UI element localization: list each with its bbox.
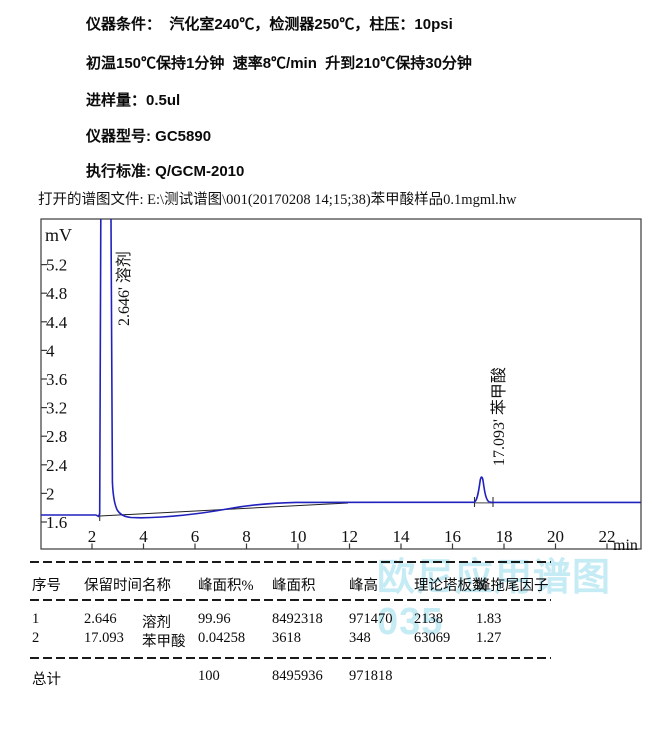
table-total-row: 总计 100 8495936 971818 bbox=[32, 668, 393, 688]
total-label: 总计 bbox=[32, 672, 61, 688]
y-axis-unit-label: mV bbox=[45, 225, 72, 245]
svg-text:8: 8 bbox=[242, 527, 251, 546]
peak-labels: 2.646' 溶剂 17.093' 苯甲酸 bbox=[115, 251, 508, 466]
svg-text:2: 2 bbox=[88, 527, 97, 546]
watermark-text: 欧尼应用谱图035 bbox=[377, 557, 612, 643]
y-axis-labels: mV 1.6 2 2.4 2.8 3.2 3.6 4 4.4 4.8 5.2 bbox=[45, 225, 72, 532]
svg-text:2: 2 bbox=[46, 484, 55, 503]
svg-text:4: 4 bbox=[46, 341, 55, 360]
temperature-program-line: 初温150℃保持1分钟 速率8℃/min 升到210℃保持30分钟 bbox=[86, 55, 472, 72]
plot-border bbox=[40, 218, 642, 550]
svg-text:20: 20 bbox=[547, 527, 564, 546]
injection-volume-line: 进样量：0.5ul bbox=[86, 92, 181, 109]
standard-line: 执行标准: Q/GCM-2010 bbox=[86, 163, 245, 180]
opened-file-path-line: 打开的谱图文件: E:\测试谱图\001(20170208 14;15;38)苯… bbox=[38, 192, 517, 208]
peak1-label: 2.646' 溶剂 bbox=[115, 251, 133, 326]
col-header-area: 峰面积 bbox=[272, 578, 316, 594]
col-header-retention: 保留时间 bbox=[84, 578, 142, 594]
table-header-row: 序号 保留时间 名称 峰面积% 峰面积 峰高 理论塔板数 峰拖尾因子 bbox=[32, 574, 622, 595]
svg-text:12: 12 bbox=[341, 527, 358, 546]
col-header-index: 序号 bbox=[32, 578, 61, 594]
svg-text:3.6: 3.6 bbox=[46, 370, 67, 389]
table-rule-top bbox=[30, 561, 551, 563]
svg-text:10: 10 bbox=[290, 527, 307, 546]
chromatogram-trace bbox=[41, 218, 641, 519]
svg-text:14: 14 bbox=[393, 527, 411, 546]
x-axis-unit-label: min bbox=[613, 537, 638, 554]
table-row: 1 2.646 溶剂 99.96 8492318 971470 2138 1.8… bbox=[32, 611, 502, 631]
svg-text:5.2: 5.2 bbox=[46, 256, 67, 275]
table-rule-header bbox=[30, 599, 551, 601]
x-axis-labels: 2 4 6 8 10 12 14 16 18 20 22 min bbox=[88, 527, 638, 554]
svg-text:2.8: 2.8 bbox=[46, 427, 67, 446]
col-header-plates: 理论塔板数 bbox=[414, 578, 487, 594]
svg-text:16: 16 bbox=[444, 527, 461, 546]
col-header-tailing: 峰拖尾因子 bbox=[476, 578, 549, 594]
table-row: 2 17.093 苯甲酸 0.04258 3618 348 63069 1.27 bbox=[32, 630, 502, 650]
instrument-conditions-line: 仪器条件： 汽化室240℃，检测器250℃，柱压：10psi bbox=[86, 16, 453, 33]
col-header-area-pct: 峰面积% bbox=[198, 578, 254, 594]
col-header-height: 峰高 bbox=[349, 578, 378, 594]
svg-text:4.8: 4.8 bbox=[46, 284, 67, 303]
x-axis-ticks bbox=[91, 543, 608, 549]
svg-text:4: 4 bbox=[139, 527, 148, 546]
peak2-label: 17.093' 苯甲酸 bbox=[490, 367, 508, 466]
svg-text:3.2: 3.2 bbox=[46, 399, 67, 418]
y-axis-ticks bbox=[41, 264, 47, 523]
svg-text:1.6: 1.6 bbox=[46, 513, 67, 532]
svg-text:22: 22 bbox=[599, 527, 616, 546]
svg-text:18: 18 bbox=[496, 527, 513, 546]
svg-text:4.4: 4.4 bbox=[46, 313, 68, 332]
svg-text:6: 6 bbox=[191, 527, 200, 546]
col-header-name: 名称 bbox=[142, 578, 171, 594]
instrument-model-line: 仪器型号: GC5890 bbox=[86, 128, 212, 145]
table-rule-bottom bbox=[30, 657, 551, 659]
svg-text:2.4: 2.4 bbox=[46, 456, 68, 475]
